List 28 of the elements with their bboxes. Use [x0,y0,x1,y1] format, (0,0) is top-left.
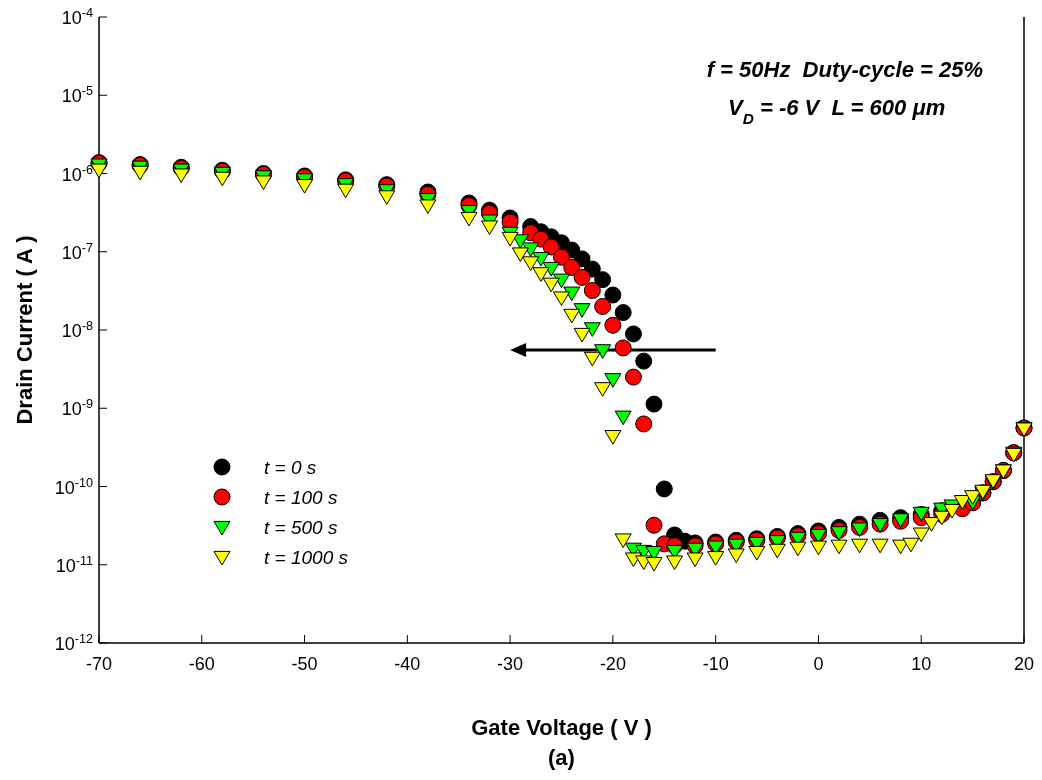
y-tick-label: 10$^{-12}$ [54,632,93,654]
x-tick-label: -10 [702,654,729,674]
text: (a) [548,745,575,770]
x-tick-label: -20 [599,654,626,674]
y-tick-label: 10$^{-11}$ [55,553,93,576]
y-tick-label: 10$^{-5}$ [61,84,93,107]
legend-label: t = 0 s [264,457,317,478]
x-tick-label: 10 [911,654,932,674]
x-tick-label: -50 [291,654,318,674]
x-tick-label: 20 [1013,654,1035,674]
y-axis-title: Drain Current ( A ) [12,235,37,425]
legend-label: t = 100 s [264,487,338,508]
y-tick-label: 10$^{-7}$ [61,240,93,263]
y-tick-label: 10$^{-10}$ [54,475,93,498]
x-axis-title: Gate Voltage ( V ) [471,715,652,740]
annotation: V$_{D}$ = -6 V L = 600 μm [728,95,946,127]
y-tick-label: 10$^{-6}$ [61,162,93,185]
x-tick-label: -60 [188,654,215,674]
x-tick-label: 0 [813,654,824,674]
legend-label: t = 1000 s [264,547,349,568]
annotation: f = 50Hz Duty-cycle = 25% [706,57,983,82]
y-tick-label: 10$^{-4}$ [61,6,93,28]
x-tick-label: -40 [394,654,421,674]
y-tick-label: 10$^{-9}$ [61,397,93,420]
x-tick-label: -70 [85,654,113,674]
y-tick-label: 10$^{-8}$ [61,319,93,341]
x-tick-label: -30 [497,654,524,674]
legend-label: t = 500 s [264,517,338,538]
